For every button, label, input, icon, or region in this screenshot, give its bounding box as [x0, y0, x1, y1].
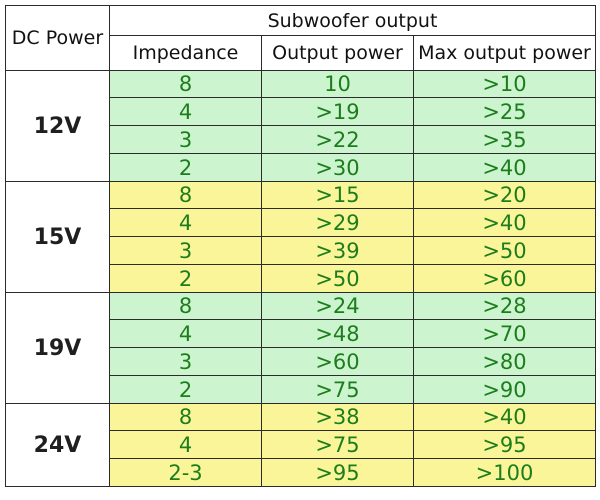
impedance-header: Impedance: [109, 35, 262, 71]
output-power-cell: >24: [261, 292, 414, 320]
max-output-power-cell: >60: [413, 264, 596, 293]
output-power-cell: >19: [261, 97, 414, 126]
impedance-cell: 4: [109, 430, 262, 459]
table-row: 2 >30 >40: [6, 153, 596, 182]
output-power-cell: >38: [261, 403, 414, 431]
max-output-power-header: Max output power: [413, 35, 596, 71]
output-power-cell: >29: [261, 208, 414, 237]
output-power-cell: >30: [261, 153, 414, 182]
output-power-header: Output power: [261, 35, 414, 71]
output-power-cell: >60: [261, 347, 414, 376]
impedance-cell: 2: [109, 375, 262, 404]
impedance-cell: 3: [109, 236, 262, 265]
max-output-power-cell: >10: [413, 70, 596, 98]
max-output-power-cell: >40: [413, 403, 596, 431]
output-power-cell: >39: [261, 236, 414, 265]
max-output-power-cell: >28: [413, 292, 596, 320]
max-output-power-cell: >50: [413, 236, 596, 265]
subwoofer-spec-table: DC Power Subwoofer output Impedance Outp…: [5, 5, 596, 487]
table-row: 4 >29 >40: [6, 208, 596, 237]
impedance-cell: 4: [109, 208, 262, 237]
output-power-cell: >50: [261, 264, 414, 293]
max-output-power-cell: >80: [413, 347, 596, 376]
impedance-cell: 8: [109, 292, 262, 320]
impedance-cell: 3: [109, 347, 262, 376]
table-row: 2-3 >95 >100: [6, 458, 596, 487]
output-power-cell: >15: [261, 181, 414, 209]
table-row: 4 >19 >25: [6, 97, 596, 126]
voltage-label: 15V: [5, 181, 110, 293]
table-row: 3 >22 >35: [6, 125, 596, 154]
spec-table-body: 12V 8 10 >10 4 >19 >25 3 >22 >35 2 >30 >40 15V 8 >15 >20…: [5, 70, 596, 487]
impedance-cell: 8: [109, 70, 262, 98]
max-output-power-cell: >40: [413, 153, 596, 182]
output-power-cell: 10: [261, 70, 414, 98]
impedance-cell: 8: [109, 403, 262, 431]
impedance-cell: 2: [109, 264, 262, 293]
voltage-label: 19V: [5, 292, 110, 404]
max-output-power-cell: >25: [413, 97, 596, 126]
impedance-cell: 2-3: [109, 458, 262, 487]
max-output-power-cell: >20: [413, 181, 596, 209]
table-row: 15V 8 >15 >20: [5, 181, 596, 293]
max-output-power-cell: >90: [413, 375, 596, 404]
impedance-cell: 4: [109, 319, 262, 348]
max-output-power-cell: >40: [413, 208, 596, 237]
impedance-cell: 8: [109, 181, 262, 209]
max-output-power-cell: >70: [413, 319, 596, 348]
spec-table-container: DC Power Subwoofer output Impedance Outp…: [5, 5, 596, 495]
dc-power-header: DC Power: [5, 5, 110, 71]
output-power-cell: >95: [261, 458, 414, 487]
subwoofer-output-header: Subwoofer output: [109, 5, 596, 36]
impedance-cell: 2: [109, 153, 262, 182]
table-row: 4 >48 >70: [6, 319, 596, 348]
table-row: 24V 8 >38 >40: [5, 403, 596, 487]
output-power-cell: >75: [261, 430, 414, 459]
impedance-cell: 3: [109, 125, 262, 154]
output-power-cell: >22: [261, 125, 414, 154]
voltage-label: 24V: [5, 403, 110, 487]
max-output-power-cell: >95: [413, 430, 596, 459]
impedance-cell: 4: [109, 97, 262, 126]
voltage-label: 12V: [5, 70, 110, 182]
output-power-cell: >75: [261, 375, 414, 404]
table-row: 2 >50 >60: [6, 264, 596, 293]
max-output-power-cell: >100: [413, 458, 596, 487]
max-output-power-cell: >35: [413, 125, 596, 154]
table-row: 12V 8 10 >10: [5, 70, 596, 182]
table-row: 3 >39 >50: [6, 236, 596, 265]
output-power-cell: >48: [261, 319, 414, 348]
table-row: 19V 8 >24 >28: [5, 292, 596, 404]
table-row: 2 >75 >90: [6, 375, 596, 404]
